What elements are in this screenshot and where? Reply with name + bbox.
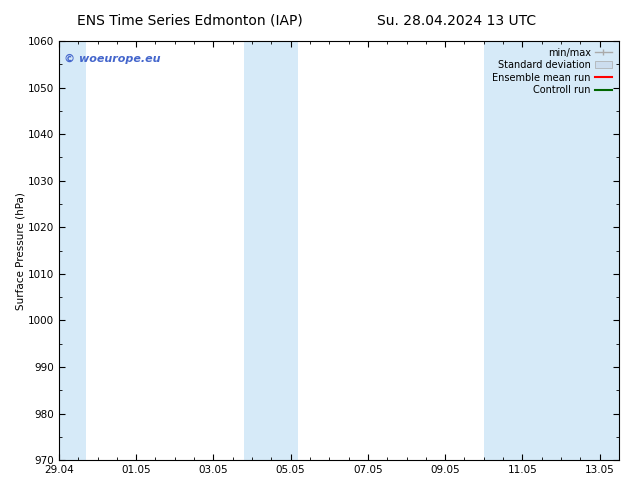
Text: Su. 28.04.2024 13 UTC: Su. 28.04.2024 13 UTC [377,14,536,28]
Bar [244,41,299,460]
Text: © woeurope.eu: © woeurope.eu [65,53,161,64]
Bar [51,41,86,460]
Text: ENS Time Series Edmonton (IAP): ENS Time Series Edmonton (IAP) [77,14,303,28]
Legend: min/max, Standard deviation, Ensemble mean run, Controll run: min/max, Standard deviation, Ensemble me… [490,46,614,97]
Y-axis label: Surface Pressure (hPa): Surface Pressure (hPa) [15,192,25,310]
Bar [484,41,623,460]
